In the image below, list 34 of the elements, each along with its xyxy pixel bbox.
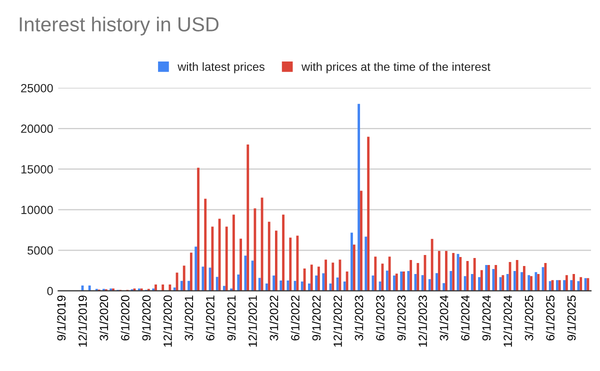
x-tick-label: 6/1/2025 <box>546 296 554 340</box>
x-tick-label: 6/1/2023 <box>376 296 384 340</box>
x-tick-label: 12/1/2022 <box>333 296 342 347</box>
x-tick-label: 12/1/2023 <box>418 296 427 347</box>
x-tick-label: 9/1/2021 <box>226 296 236 340</box>
x-tick-label: 9/1/2022 <box>312 296 321 340</box>
x-tick-label: 9/1/2019 <box>56 296 66 340</box>
x-tick-label: 12/1/2020 <box>163 295 172 347</box>
x-tick-label: 3/1/2024 <box>440 295 448 341</box>
x-tick-label: 6/1/2020 <box>120 295 130 340</box>
x-tick-label: 6/1/2022 <box>290 296 300 340</box>
x-tick-label: 9/1/2023 <box>397 296 406 340</box>
x-tick-label: 9/1/2020 <box>142 295 151 340</box>
chart-title: Interest history in USD <box>20 16 218 36</box>
legend-label: with latest prices <box>178 62 264 74</box>
x-tick-label: 12/1/2021 <box>248 296 257 347</box>
x-tick-label: 9/1/2024 <box>482 295 491 340</box>
y-tick-label: 15000 <box>21 165 53 174</box>
legend-label: with prices at the time of the interest <box>301 62 490 74</box>
x-tick-label: 9/1/2025 <box>567 296 576 340</box>
y-tick-label: 0 <box>47 286 53 296</box>
x-tick-label: 3/1/2025 <box>524 296 534 341</box>
x-tick-label: 3/1/2021 <box>184 296 194 341</box>
y-tick-label: 10000 <box>21 206 53 214</box>
x-tick-label: 3/1/2023 <box>354 296 364 341</box>
x-tick-label: 12/1/2024 <box>503 295 512 347</box>
x-tick-label: 3/1/2020 <box>99 295 108 341</box>
x-tick-label: 6/1/2021 <box>206 296 214 340</box>
y-tick-label: 20000 <box>21 124 53 133</box>
y-tick-label: 5000 <box>28 246 53 255</box>
x-tick-label: 6/1/2024 <box>460 295 470 340</box>
x-tick-label: 12/1/2019 <box>78 296 87 347</box>
y-tick-label: 25000 <box>21 84 53 92</box>
x-tick-label: 3/1/2022 <box>270 296 278 341</box>
